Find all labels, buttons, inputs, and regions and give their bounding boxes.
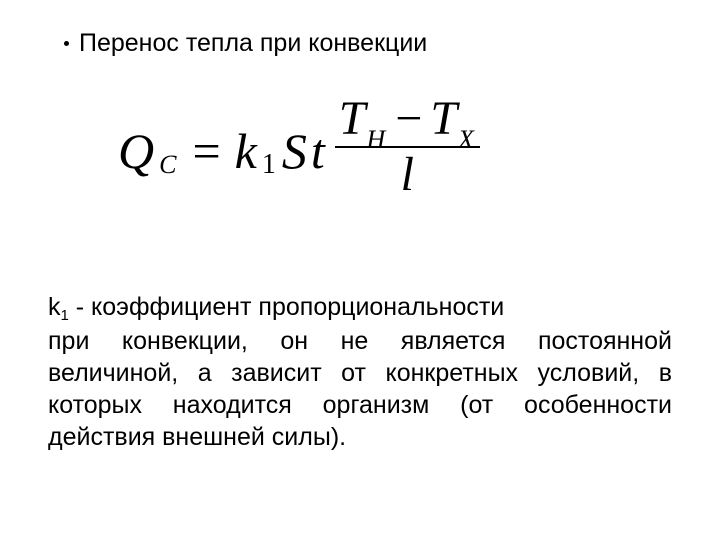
description-paragraph: k1 - коэффициент пропорциональности при … [48,291,672,453]
var-k: k [235,122,257,180]
var-S: S [282,122,307,180]
var-t: t [311,122,325,180]
bullet-dot-icon [64,41,69,46]
equals-sign: = [192,122,220,180]
var-l: l [401,150,414,200]
sub-C: C [159,150,176,180]
formula-equation: QC = k1St TH − TX l [118,98,672,205]
bullet-item: Перенос тепла при конвекции [64,28,672,58]
sub-1: 1 [262,149,276,181]
k-letter: k [48,293,61,321]
description-line1: k1 - коэффициент пропорциональности [48,291,672,323]
var-T-H: T [339,94,366,144]
fraction-denominator: l [397,148,418,200]
bullet-text: Перенос тепла при конвекции [79,28,427,58]
sub-X: X [458,126,474,153]
sub-H: H [366,126,385,153]
minus-sign: − [395,94,422,144]
line1-rest: - коэффициент пропорциональности [69,293,504,321]
var-Q: Q [118,122,154,180]
description-rest: при конвекции, он не является постоянной… [48,325,672,453]
k-sub-1: 1 [61,307,69,324]
k1-symbol: k1 [48,293,69,321]
slide: Перенос тепла при конвекции QC = k1St TH… [0,0,720,540]
fraction: TH − TX l [335,94,480,201]
fraction-numerator: TH − TX [335,94,480,148]
var-T-X: T [430,94,457,144]
